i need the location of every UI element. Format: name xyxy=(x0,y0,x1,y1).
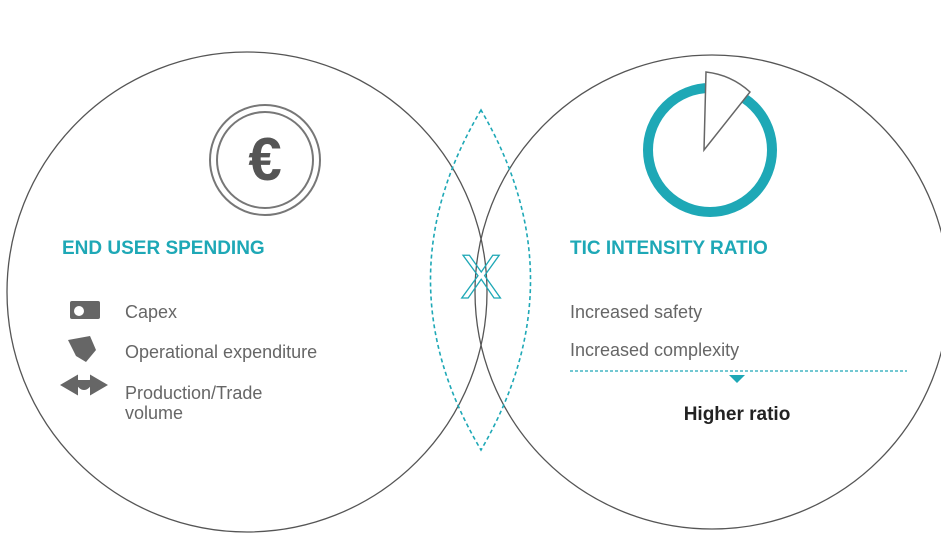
volume-icon xyxy=(60,374,108,396)
item: Increased safety xyxy=(570,302,703,322)
item: Capex xyxy=(125,302,178,322)
center-x: X xyxy=(460,243,501,312)
capex-coin xyxy=(74,306,84,316)
euro-ring-inner xyxy=(216,111,314,209)
left-circle xyxy=(6,51,488,533)
left-title: END USER SPENDING xyxy=(62,238,265,259)
item: Production/Trade volume xyxy=(125,383,263,423)
overlap-lens xyxy=(429,108,532,452)
item: Operational expenditure xyxy=(125,342,318,362)
ratio-wedge xyxy=(703,71,752,153)
right-circle xyxy=(474,54,941,530)
arrow xyxy=(729,375,745,383)
item: Increased complexity xyxy=(570,340,740,360)
opex-icon xyxy=(68,336,96,362)
euro-symbol: € xyxy=(248,126,281,193)
icons xyxy=(60,301,108,396)
result: Higher ratio xyxy=(683,404,791,425)
right-title: TIC INTENSITY RATIO xyxy=(570,238,768,259)
euro-ring-outer xyxy=(209,104,321,216)
